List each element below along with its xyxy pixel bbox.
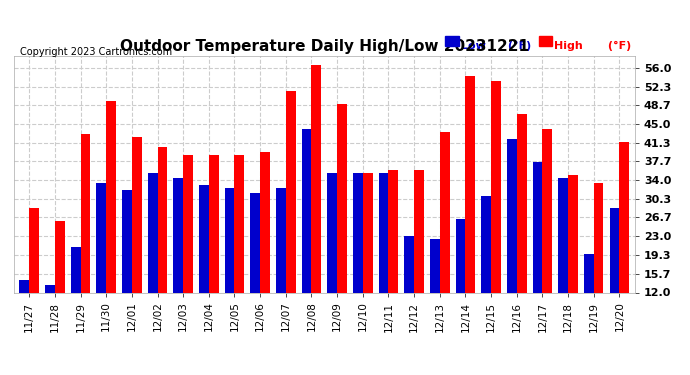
Bar [132, 137, 141, 292]
Bar [148, 172, 157, 292]
Bar [286, 91, 295, 292]
Bar [388, 170, 398, 292]
Text: High: High [554, 41, 583, 51]
Bar [491, 81, 501, 292]
Bar [122, 190, 132, 292]
Bar [55, 221, 65, 292]
Bar [466, 76, 475, 292]
Bar [539, 36, 552, 46]
Bar [533, 162, 542, 292]
Bar [157, 147, 167, 292]
Bar [610, 208, 620, 292]
Bar [620, 142, 629, 292]
Bar [183, 155, 193, 292]
Bar [173, 178, 183, 292]
Text: (°F): (°F) [604, 41, 631, 51]
Bar [209, 155, 219, 292]
Bar [379, 172, 388, 292]
Bar [199, 185, 209, 292]
Bar [71, 247, 81, 292]
Bar [337, 104, 347, 292]
Bar [568, 175, 578, 292]
Bar [302, 129, 311, 292]
Bar [260, 152, 270, 292]
Bar [455, 219, 466, 292]
Bar [482, 195, 491, 292]
Bar [507, 140, 517, 292]
Text: Low: Low [461, 41, 486, 51]
Bar [414, 170, 424, 292]
Bar [446, 36, 459, 46]
Bar [45, 285, 55, 292]
Bar [97, 183, 106, 292]
Bar [593, 183, 604, 292]
Bar [430, 239, 440, 292]
Bar [584, 254, 593, 292]
Bar [225, 188, 235, 292]
Bar [276, 188, 286, 292]
Bar [250, 193, 260, 292]
Text: Copyright 2023 Cartronics.com: Copyright 2023 Cartronics.com [20, 47, 172, 57]
Title: Outdoor Temperature Daily High/Low 20231221: Outdoor Temperature Daily High/Low 20231… [120, 39, 529, 54]
Bar [81, 134, 90, 292]
Bar [235, 155, 244, 292]
Bar [327, 172, 337, 292]
Bar [311, 65, 322, 292]
Bar [353, 172, 363, 292]
Bar [404, 236, 414, 292]
Bar [363, 172, 373, 292]
Bar [440, 132, 449, 292]
Bar [29, 208, 39, 292]
Bar [558, 178, 568, 292]
Bar [542, 129, 552, 292]
Bar [106, 101, 116, 292]
Bar [517, 114, 526, 292]
Text: (°F): (°F) [504, 41, 531, 51]
Bar [19, 280, 29, 292]
